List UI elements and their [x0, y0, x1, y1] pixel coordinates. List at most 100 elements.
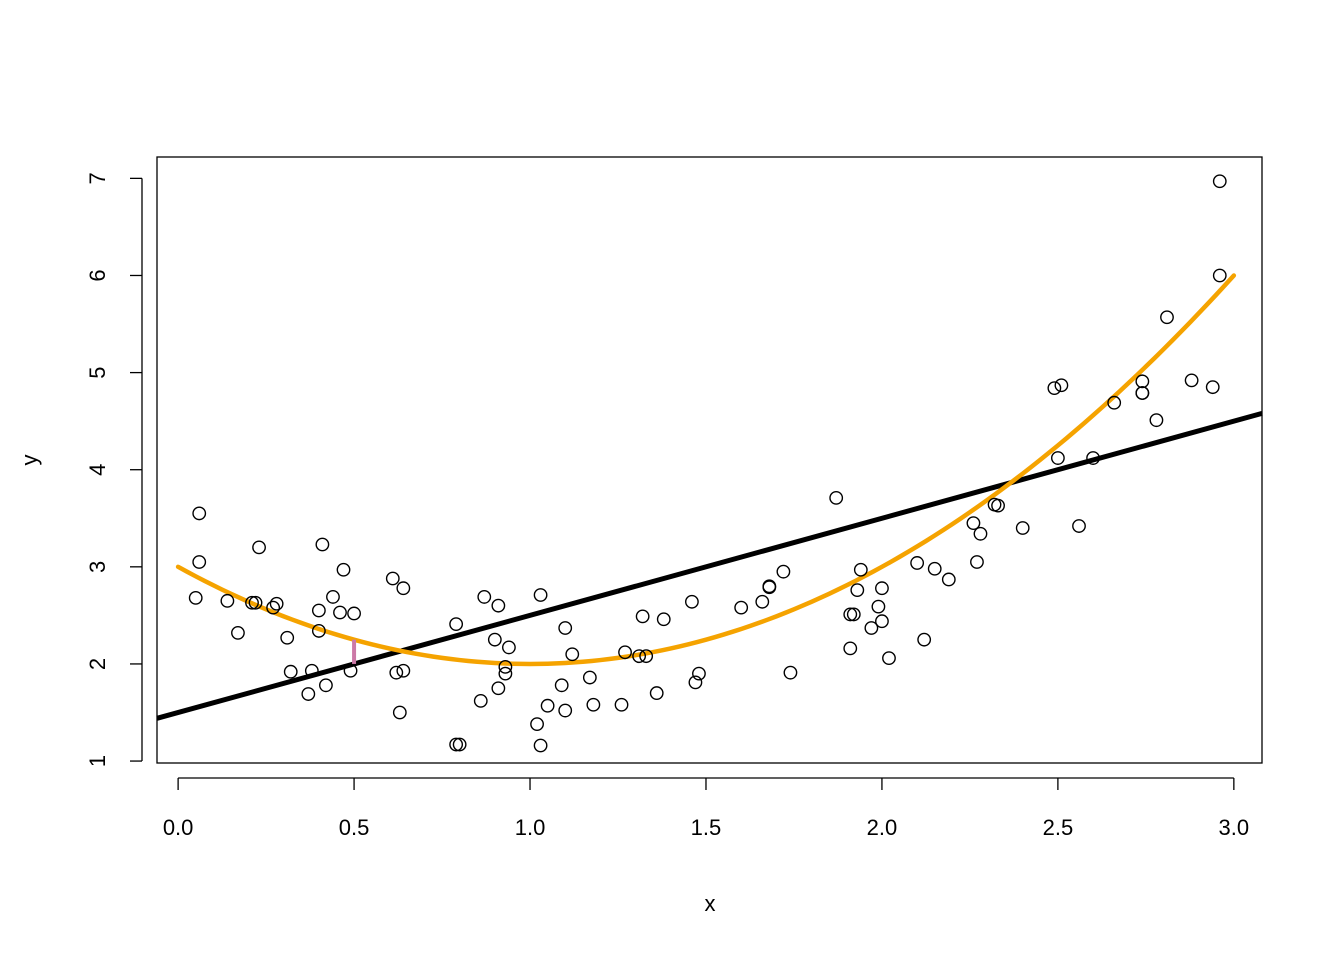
- x-axis-label: x: [705, 891, 716, 916]
- data-point: [498, 666, 513, 681]
- data-point: [540, 698, 555, 713]
- data-point: [301, 687, 316, 701]
- data-point: [558, 621, 573, 635]
- x-tick-label: 0.0: [163, 815, 194, 840]
- data-point: [533, 738, 548, 753]
- data-point: [188, 591, 203, 605]
- data-point: [917, 632, 932, 647]
- data-point: [635, 609, 650, 624]
- data-point: [656, 612, 671, 627]
- data-point: [875, 614, 889, 629]
- data-point: [392, 705, 407, 720]
- data-point: [1149, 413, 1164, 428]
- data-point: [755, 594, 770, 609]
- data-point: [1135, 386, 1150, 400]
- data-point: [850, 583, 865, 598]
- linear-fit-line: [156, 410, 1263, 721]
- data-point: [970, 555, 984, 569]
- y-tick-label: 6: [85, 269, 110, 281]
- data-point: [487, 632, 502, 647]
- data-point: [333, 605, 347, 620]
- data-point: [1072, 519, 1086, 533]
- data-point: [1086, 451, 1100, 465]
- y-axis: 1 2 3 4 5 6 7: [85, 172, 143, 767]
- data-point: [248, 595, 263, 610]
- data-point: [343, 663, 358, 678]
- data-point: [252, 540, 266, 555]
- data-point: [1050, 451, 1065, 465]
- data-point: [882, 651, 896, 666]
- x-tick-label: 1.0: [515, 815, 546, 840]
- data-point: [991, 498, 1005, 513]
- data-point: [843, 641, 858, 656]
- data-point: [846, 607, 861, 622]
- data-point: [1047, 381, 1062, 396]
- quadratic-curve: [175, 273, 1237, 667]
- plot-frame: [156, 156, 1263, 764]
- data-point: [245, 595, 259, 610]
- data-point: [389, 665, 404, 680]
- data-point: [829, 490, 844, 505]
- data-point: [843, 607, 858, 622]
- data-point: [910, 556, 925, 570]
- data-point: [871, 599, 886, 614]
- data-point: [1107, 395, 1122, 410]
- data-point: [336, 562, 351, 577]
- y-axis-label: y: [17, 455, 42, 466]
- data-point: [1212, 174, 1227, 189]
- data-point: [632, 649, 647, 664]
- data-point: [966, 516, 981, 531]
- data-point: [311, 603, 326, 618]
- data-point: [1054, 378, 1069, 393]
- data-point: [473, 693, 488, 708]
- data-point: [618, 645, 632, 660]
- data-point: [762, 579, 777, 594]
- data-point: [558, 703, 573, 718]
- data-point: [269, 596, 284, 611]
- y-tick-label: 3: [85, 561, 110, 573]
- y-tick-label: 2: [85, 658, 110, 670]
- data-point: [783, 665, 798, 680]
- data-point: [498, 659, 513, 674]
- data-point: [1135, 374, 1150, 389]
- data-point: [385, 571, 400, 586]
- data-point: [477, 590, 492, 604]
- data-point: [452, 737, 467, 752]
- data-point: [326, 590, 340, 604]
- data-point: [927, 561, 942, 576]
- data-point: [685, 594, 699, 609]
- data-point: [283, 664, 298, 679]
- data-point: [192, 506, 207, 521]
- plot-marks: [156, 273, 1263, 721]
- data-point: [692, 666, 706, 681]
- y-tick-label: 4: [85, 464, 110, 476]
- x-tick-label: 1.5: [691, 815, 722, 840]
- data-point: [554, 678, 569, 693]
- x-tick-label: 3.0: [1219, 815, 1250, 840]
- x-tick-label: 2.5: [1043, 815, 1074, 840]
- data-point: [347, 606, 361, 621]
- data-point: [776, 564, 791, 579]
- data-point: [396, 663, 411, 678]
- data-point: [491, 598, 506, 613]
- data-point: [533, 588, 548, 602]
- data-point: [1184, 373, 1199, 388]
- data-point: [491, 681, 506, 696]
- data-point: [449, 617, 464, 632]
- data-point: [280, 630, 295, 645]
- data-point: [315, 537, 330, 552]
- data-point: [688, 675, 703, 690]
- data-point: [192, 555, 207, 569]
- x-tick-label: 0.5: [339, 815, 370, 840]
- data-point: [639, 649, 654, 664]
- data-point: [565, 647, 580, 662]
- data-point: [734, 600, 749, 615]
- data-point: [1015, 521, 1030, 535]
- data-point: [530, 717, 544, 732]
- data-point: [502, 640, 516, 655]
- data-point: [853, 562, 868, 577]
- data-point: [1205, 380, 1220, 395]
- data-point: [266, 600, 281, 615]
- y-tick-label: 7: [85, 172, 110, 184]
- data-point: [231, 625, 245, 640]
